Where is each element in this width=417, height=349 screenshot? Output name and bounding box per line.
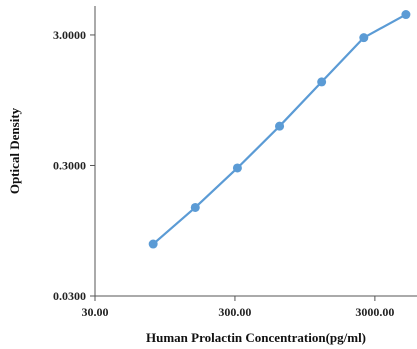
data-point bbox=[148, 239, 158, 249]
ticks: 30.00 300.00 3000.00 0.0300 0.3000 3.0000 bbox=[53, 28, 394, 319]
y-tick-label: 3.0000 bbox=[53, 28, 86, 42]
x-axis-title: Human Prolactin Concentration(pg/ml) bbox=[146, 330, 366, 345]
series-layer bbox=[148, 10, 411, 249]
data-point bbox=[275, 121, 285, 131]
y-axis-title: Optical Density bbox=[7, 107, 22, 194]
y-tick-label: 0.0300 bbox=[53, 289, 86, 303]
x-tick-label: 3000.00 bbox=[355, 305, 394, 319]
x-tick-label: 300.00 bbox=[218, 305, 251, 319]
data-point bbox=[359, 33, 369, 43]
data-point bbox=[401, 10, 411, 20]
y-tick-label: 0.3000 bbox=[53, 158, 86, 172]
data-point bbox=[317, 77, 327, 87]
data-point bbox=[232, 163, 242, 173]
x-tick-label: 30.00 bbox=[82, 305, 109, 319]
data-point bbox=[190, 202, 200, 212]
axes bbox=[94, 6, 417, 297]
